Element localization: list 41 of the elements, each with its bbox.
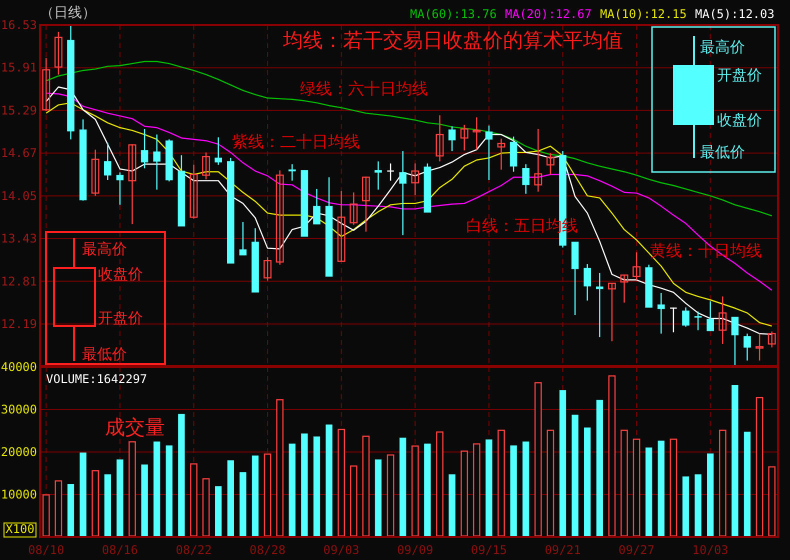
annotation: 最高价 — [82, 240, 127, 258]
y-tick-label: 16.53 — [0, 18, 37, 32]
annotation: 最低价 — [82, 345, 127, 363]
annotation: 收盘价 — [717, 111, 762, 129]
text: MA(5):12.03 — [695, 7, 774, 21]
annotation: 成交量 — [105, 415, 165, 439]
y-tick-label: 15.29 — [0, 103, 37, 118]
y-tick-label: 30000 — [0, 402, 37, 416]
x-tick-label: 09/27 — [618, 543, 655, 557]
text: MA(10):12.15 — [600, 7, 687, 21]
x-tick-label: 09/21 — [544, 543, 581, 557]
x-tick-label: 08/28 — [249, 543, 286, 557]
y-tick-label: 20000 — [0, 445, 37, 459]
y-tick-label: 12.19 — [0, 316, 37, 331]
text: MA(60):13.76 — [410, 7, 497, 21]
annotation: 收盘价 — [98, 265, 143, 283]
y-tick-label: 13.43 — [0, 232, 37, 246]
annotation: 开盘价 — [717, 66, 762, 84]
y-tick-label: 12.81 — [0, 274, 37, 288]
y-tick-label: 40000 — [0, 360, 37, 374]
x-tick-label: 08/22 — [176, 543, 212, 557]
x-tick-label: 10/03 — [692, 543, 728, 557]
annotation: 绿线：六十日均线 — [300, 79, 428, 98]
chart-title: （日线） — [40, 5, 96, 21]
annotation: 最低价 — [700, 143, 745, 161]
x-tick-label: 09/15 — [470, 543, 508, 557]
annotation: 最高价 — [700, 38, 745, 56]
text: MA(20):12.67 — [505, 7, 592, 21]
x-tick-label: 08/10 — [28, 543, 64, 557]
annotation: 紫线：二十日均线 — [232, 132, 360, 151]
y-tick-label: 14.67 — [0, 146, 37, 160]
y-tick-label: 14.05 — [0, 188, 37, 203]
annotation: 均线：若干交易日收盘价的算术平均值 — [282, 28, 623, 52]
y-tick-label: 15.91 — [0, 60, 37, 75]
x-tick-label: 09/03 — [323, 543, 360, 557]
x-tick-label: 09/09 — [397, 543, 434, 557]
annotation: VOLUME:1642297 — [46, 372, 148, 386]
y-tick-label: 10000 — [0, 488, 37, 502]
annotation: 黄线：十日均线 — [650, 241, 762, 260]
x-tick-label: 08/16 — [102, 543, 138, 557]
annotation: 开盘价 — [98, 309, 143, 327]
